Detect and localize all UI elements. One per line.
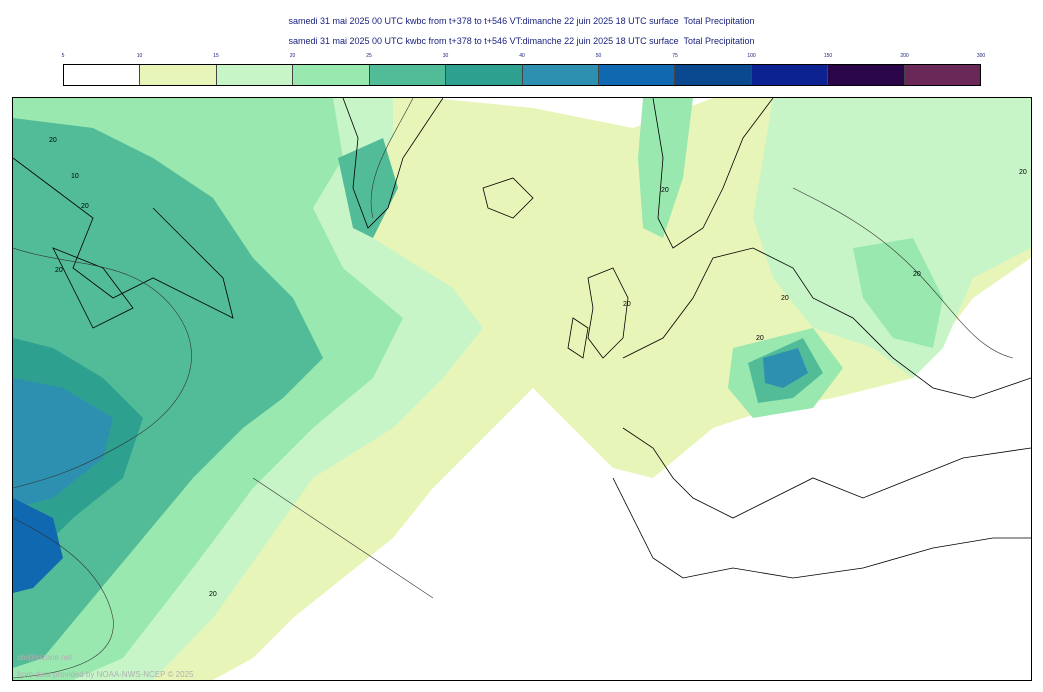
contour-labels: 20 10 20 20 20 20 20 20 20 20 20 [49,137,1027,598]
colorbar-tick-label: 10 [136,53,143,59]
precip-contours [13,98,1014,679]
contour-label: 20 [1019,169,1027,176]
colorbar-swatch [64,65,141,85]
colorbar-swatch [369,65,447,85]
precipitation-map: 20 10 20 20 20 20 20 20 20 20 20 [12,97,1032,681]
credit-line-1: sbi@irizone.net [17,653,73,662]
map-title-line-2: samedi 31 mai 2025 00 UTC kwbc from t+37… [288,36,755,46]
colorbar-tick-label: 30 [442,53,449,59]
contour-label: 20 [55,267,63,274]
colorbar-swatch [140,65,217,85]
contour-label: 20 [49,137,57,144]
coastlines [13,98,1031,579]
precipitation-colorbar [63,64,981,86]
colorbar-tick-label: 25 [366,53,372,59]
colorbar-tick-label: 300 [976,53,986,59]
precip-area-20-norway [638,98,693,238]
contour-label: 20 [781,295,789,302]
colorbar-tick-label: 40 [519,53,525,59]
precip-area-40 [13,378,113,508]
precip-area-40-alps [763,348,808,388]
precip-area-25 [13,118,323,668]
credit-line-2: from data provided by NOAA-NWS-NCEP © 20… [17,670,194,679]
precip-area-15-east [753,98,1031,378]
colorbar-swatch [828,65,905,85]
colorbar-swatch [751,65,829,85]
colorbar-swatch [446,65,523,85]
contour-label: 20 [913,271,921,278]
colorbar-tick-label: 15 [213,53,219,59]
contour-label: 20 [209,591,217,598]
map-title-line-1: samedi 31 mai 2025 00 UTC kwbc from t+37… [288,16,755,26]
colorbar-swatch [293,65,370,85]
colorbar-swatch [904,65,981,85]
colorbar-tick-label: 150 [823,53,833,59]
contour-label: 20 [81,203,89,210]
colorbar-tick-label: 200 [900,53,909,59]
colorbar-tick-label: 20 [289,53,296,59]
precip-area-50 [13,498,63,593]
contour-label: 20 [756,335,764,342]
contour-label: 10 [71,173,79,180]
contour-label: 20 [661,187,669,194]
colorbar-tick-label: 100 [747,53,756,59]
colorbar-tick-label: 50 [595,53,602,59]
colorbar-tick-label: 75 [672,53,678,59]
colorbar-tick-label: 5 [61,53,65,59]
colorbar-swatch [522,65,599,85]
colorbar-swatch [675,65,752,85]
precip-area-20-balkan [853,238,943,348]
colorbar-swatch [598,65,676,85]
colorbar-swatch [216,65,294,85]
contour-label: 20 [623,301,631,308]
